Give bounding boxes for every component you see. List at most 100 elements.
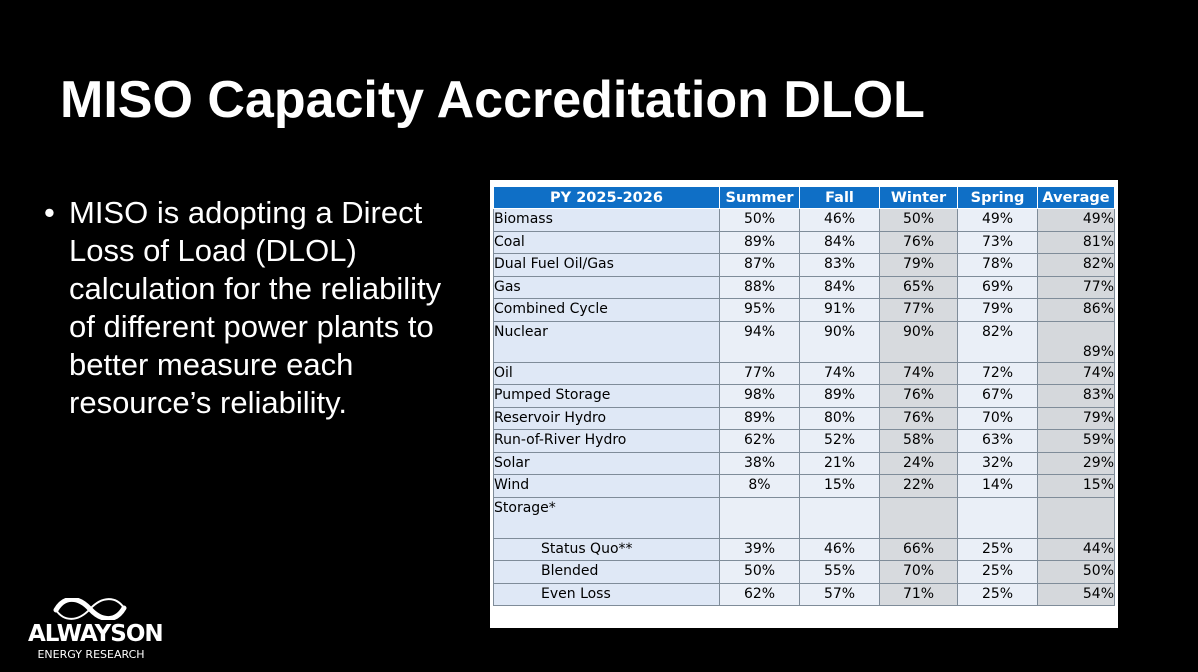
winter-cell: 24% bbox=[879, 451, 958, 475]
winter-cell: 76% bbox=[879, 384, 958, 408]
summer-cell: 88% bbox=[719, 275, 800, 299]
table-row: Wind 8% 15% 22% 14% 15% bbox=[493, 474, 1115, 498]
summer-cell: 50% bbox=[719, 208, 800, 232]
summer-cell: 39% bbox=[719, 537, 800, 561]
dlol-table: PY 2025-2026 Summer Fall Winter Spring A… bbox=[493, 186, 1115, 606]
summer-cell: 94% bbox=[719, 320, 800, 363]
spring-cell: 70% bbox=[957, 406, 1038, 430]
winter-cell: 58% bbox=[879, 429, 958, 453]
winter-cell: 76% bbox=[879, 406, 958, 430]
table-row: Nuclear 94% 90% 90% 82% 89% bbox=[493, 320, 1115, 363]
spring-cell: 79% bbox=[957, 298, 1038, 322]
winter-cell: 77% bbox=[879, 298, 958, 322]
average-cell bbox=[1037, 496, 1115, 539]
summer-cell: 38% bbox=[719, 451, 800, 475]
fall-cell: 21% bbox=[799, 451, 880, 475]
row-label: Reservoir Hydro bbox=[493, 406, 720, 430]
spring-cell: 82% bbox=[957, 320, 1038, 363]
header-cell: Average bbox=[1037, 186, 1115, 209]
spring-cell: 78% bbox=[957, 253, 1038, 277]
table-row: Run-of-River Hydro 62% 52% 58% 63% 59% bbox=[493, 429, 1115, 453]
table-row: Dual Fuel Oil/Gas 87% 83% 79% 78% 82% bbox=[493, 253, 1115, 277]
winter-cell: 50% bbox=[879, 208, 958, 232]
row-label: Solar bbox=[493, 451, 720, 475]
row-label: Storage* bbox=[493, 496, 720, 539]
fall-cell: 90% bbox=[799, 320, 880, 363]
average-cell: 74% bbox=[1037, 361, 1115, 385]
header-cell: Spring bbox=[957, 186, 1038, 209]
winter-cell: 76% bbox=[879, 230, 958, 254]
bullet-point: • MISO is adopting a Direct Loss of Load… bbox=[44, 194, 454, 422]
spring-cell bbox=[957, 496, 1038, 539]
spring-cell: 73% bbox=[957, 230, 1038, 254]
fall-cell: 46% bbox=[799, 537, 880, 561]
row-label: Gas bbox=[493, 275, 720, 299]
table-header-row: PY 2025-2026 Summer Fall Winter Spring A… bbox=[493, 186, 1115, 209]
table-row: Combined Cycle 95% 91% 77% 79% 86% bbox=[493, 298, 1115, 322]
fall-cell: 83% bbox=[799, 253, 880, 277]
table-row: Even Loss 62% 57% 71% 25% 54% bbox=[493, 582, 1115, 606]
average-cell: 77% bbox=[1037, 275, 1115, 299]
winter-cell bbox=[879, 496, 958, 539]
average-cell: 82% bbox=[1037, 253, 1115, 277]
summer-cell: 89% bbox=[719, 230, 800, 254]
winter-cell: 65% bbox=[879, 275, 958, 299]
summer-cell bbox=[719, 496, 800, 539]
row-label: Pumped Storage bbox=[493, 384, 720, 408]
summer-cell: 50% bbox=[719, 560, 800, 584]
table-row: Blended 50% 55% 70% 25% 50% bbox=[493, 560, 1115, 584]
fall-cell: 55% bbox=[799, 560, 880, 584]
dlol-table-frame: PY 2025-2026 Summer Fall Winter Spring A… bbox=[490, 180, 1118, 628]
row-label: Even Loss bbox=[493, 582, 720, 606]
spring-cell: 49% bbox=[957, 208, 1038, 232]
spring-cell: 63% bbox=[957, 429, 1038, 453]
logo-tagline: ENERGY RESEARCH bbox=[37, 648, 145, 661]
row-label: Run-of-River Hydro bbox=[493, 429, 720, 453]
row-label: Blended bbox=[493, 560, 720, 584]
table-row: Status Quo** 39% 46% 66% 25% 44% bbox=[493, 537, 1115, 561]
fall-cell: 84% bbox=[799, 275, 880, 299]
table-row: Gas 88% 84% 65% 69% 77% bbox=[493, 275, 1115, 299]
average-cell: 15% bbox=[1037, 474, 1115, 498]
row-label: Wind bbox=[493, 474, 720, 498]
average-cell: 50% bbox=[1037, 560, 1115, 584]
table-row: Biomass 50% 46% 50% 49% 49% bbox=[493, 208, 1115, 232]
table-row: Storage* bbox=[493, 496, 1115, 539]
header-cell: Winter bbox=[879, 186, 958, 209]
average-cell: 29% bbox=[1037, 451, 1115, 475]
row-label: Nuclear bbox=[493, 320, 720, 363]
winter-cell: 79% bbox=[879, 253, 958, 277]
fall-cell: 15% bbox=[799, 474, 880, 498]
average-cell: 44% bbox=[1037, 537, 1115, 561]
fall-cell: 74% bbox=[799, 361, 880, 385]
table-row: Pumped Storage 98% 89% 76% 67% 83% bbox=[493, 384, 1115, 408]
average-cell: 83% bbox=[1037, 384, 1115, 408]
winter-cell: 71% bbox=[879, 582, 958, 606]
row-label: Coal bbox=[493, 230, 720, 254]
row-label: Combined Cycle bbox=[493, 298, 720, 322]
fall-cell: 84% bbox=[799, 230, 880, 254]
row-label: Status Quo** bbox=[493, 537, 720, 561]
bullet-text: MISO is adopting a Direct Loss of Load (… bbox=[69, 195, 442, 420]
spring-cell: 32% bbox=[957, 451, 1038, 475]
average-cell: 86% bbox=[1037, 298, 1115, 322]
bullet-marker: • bbox=[44, 195, 55, 230]
spring-cell: 25% bbox=[957, 537, 1038, 561]
winter-cell: 70% bbox=[879, 560, 958, 584]
fall-cell: 52% bbox=[799, 429, 880, 453]
average-cell: 54% bbox=[1037, 582, 1115, 606]
fall-cell: 46% bbox=[799, 208, 880, 232]
table-row: Solar 38% 21% 24% 32% 29% bbox=[493, 451, 1115, 475]
average-cell: 81% bbox=[1037, 230, 1115, 254]
table-row: Coal 89% 84% 76% 73% 81% bbox=[493, 230, 1115, 254]
summer-cell: 98% bbox=[719, 384, 800, 408]
logo-wordmark: ALWAYSON bbox=[28, 621, 164, 647]
table-row: Oil 77% 74% 74% 72% 74% bbox=[493, 361, 1115, 385]
company-logo: ALWAYSON ENERGY RESEARCH bbox=[28, 596, 164, 666]
winter-cell: 66% bbox=[879, 537, 958, 561]
spring-cell: 14% bbox=[957, 474, 1038, 498]
average-cell: 79% bbox=[1037, 406, 1115, 430]
summer-cell: 62% bbox=[719, 429, 800, 453]
summer-cell: 89% bbox=[719, 406, 800, 430]
fall-cell: 89% bbox=[799, 384, 880, 408]
